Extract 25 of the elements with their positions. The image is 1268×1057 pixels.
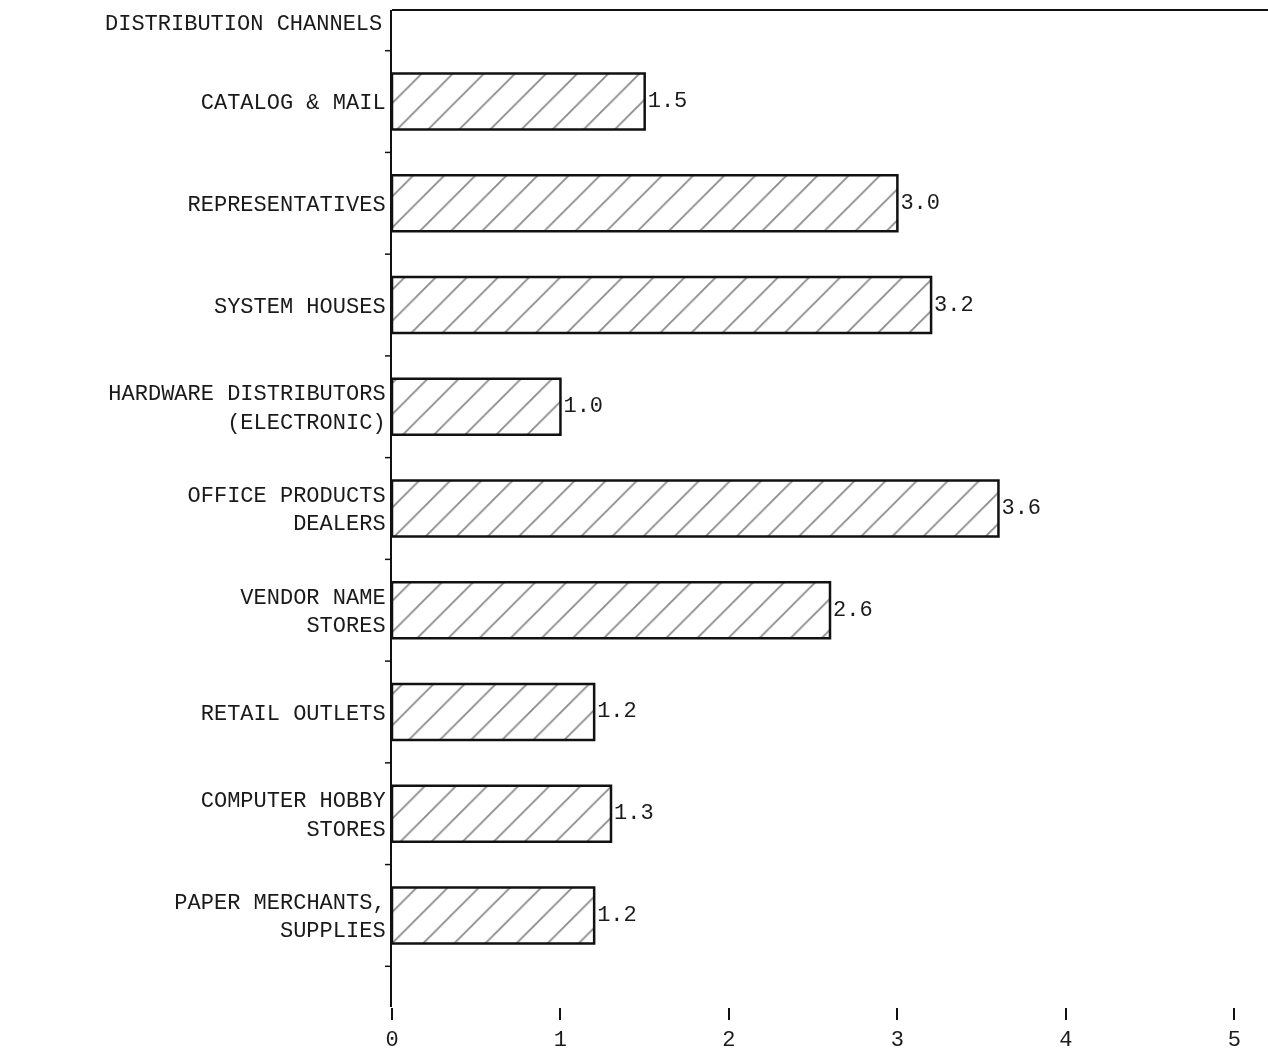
x-tick-label: 4 <box>1059 1028 1073 1054</box>
data-label: 1.5 <box>647 89 688 115</box>
x-tick-label: 3 <box>890 1028 904 1054</box>
data-label: 1.3 <box>614 801 654 827</box>
data-label: 1.2 <box>597 902 637 928</box>
y-tick-label: RETAIL OUTLETS <box>200 701 386 727</box>
data-label: 1.0 <box>563 394 604 420</box>
y-tick-label: PAPER MERCHANTS, SUPPLIES <box>174 890 386 945</box>
x-tick-label: 1 <box>553 1028 568 1054</box>
y-axis-title: DISTRIBUTION CHANNELS <box>105 12 383 37</box>
x-tick-label: 0 <box>385 1028 399 1054</box>
data-label: 3.6 <box>1001 496 1042 521</box>
data-label: 2.6 <box>833 597 873 623</box>
x-tick-label: 2 <box>722 1028 736 1054</box>
data-label: 3.0 <box>900 190 940 216</box>
data-label: 3.2 <box>934 292 974 318</box>
x-tick-label: 5 <box>1227 1028 1241 1054</box>
data-label: 1.2 <box>597 699 637 725</box>
y-tick-label: COMPUTER HOBBY STORES <box>200 789 386 843</box>
y-tick-label: HARDWARE DISTRIBUTORS (ELECTRONIC) <box>108 382 386 436</box>
y-tick-label: REPRESENTATIVES <box>187 193 386 218</box>
y-tick-label: VENDOR NAME STORES <box>240 585 386 640</box>
y-tick-label: CATALOG & MAIL <box>200 91 386 117</box>
y-tick-label: SYSTEM HOUSES <box>213 294 386 320</box>
y-tick-label: OFFICE PRODUCTS DEALERS <box>187 483 386 538</box>
